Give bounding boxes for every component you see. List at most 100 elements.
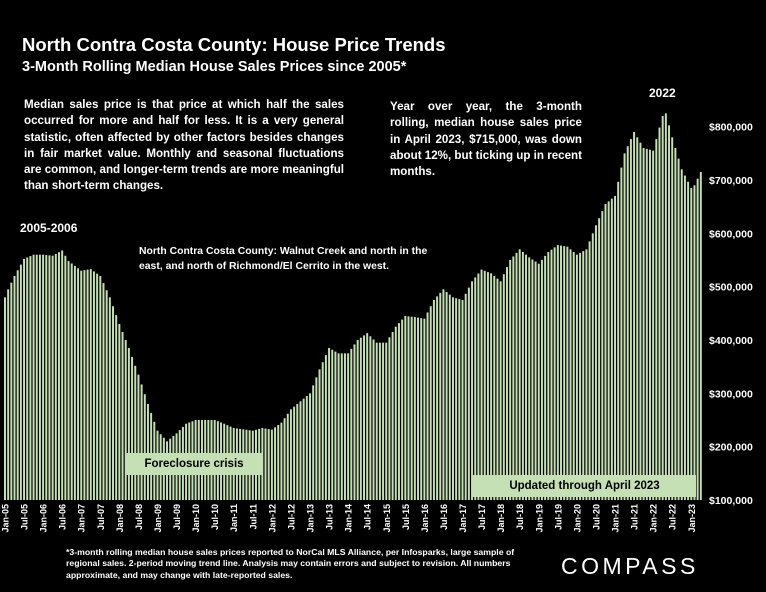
price-bar bbox=[499, 281, 502, 500]
price-bar bbox=[70, 263, 73, 500]
price-bar bbox=[683, 175, 686, 500]
price-bar bbox=[588, 241, 591, 500]
price-bar bbox=[340, 353, 343, 500]
price-bar bbox=[108, 297, 111, 500]
price-bar bbox=[4, 297, 6, 500]
yoy-note: Year over year, the 3-month rolling, med… bbox=[390, 100, 582, 179]
price-bar bbox=[687, 181, 690, 500]
price-bar bbox=[350, 348, 353, 500]
price-bar bbox=[137, 374, 140, 500]
price-bar bbox=[518, 249, 521, 500]
price-bar bbox=[648, 149, 651, 500]
price-bar bbox=[366, 333, 369, 500]
price-bar bbox=[289, 409, 292, 500]
price-bar bbox=[92, 271, 95, 500]
price-bar bbox=[86, 269, 89, 500]
price-bar bbox=[19, 264, 22, 500]
price-bar bbox=[375, 342, 378, 500]
price-bar bbox=[118, 324, 121, 500]
price-bar bbox=[83, 270, 86, 500]
price-bar bbox=[318, 369, 321, 500]
price-bar bbox=[29, 256, 32, 500]
y-tick-label: $200,000 bbox=[709, 442, 753, 454]
price-bar bbox=[296, 404, 299, 500]
price-bar bbox=[363, 335, 365, 500]
region-note: North Contra Costa County: Walnut Creek … bbox=[139, 246, 428, 272]
price-bar bbox=[378, 342, 381, 500]
price-bar bbox=[35, 254, 38, 500]
price-bar bbox=[699, 172, 702, 500]
price-bar bbox=[680, 169, 683, 500]
price-bar bbox=[486, 272, 489, 500]
price-bar bbox=[38, 254, 41, 500]
price-bar bbox=[617, 181, 620, 500]
price-bar bbox=[429, 306, 432, 500]
x-axis: Jan-05 Jul-05 Jan-06 Jul-06 Jan-07 Jul-07 Jan-… bbox=[1, 504, 697, 533]
price-bar bbox=[146, 404, 149, 500]
price-bar bbox=[464, 293, 467, 500]
price-bar bbox=[334, 351, 337, 500]
price-bar bbox=[693, 185, 696, 500]
price-bar bbox=[614, 196, 617, 500]
price-bar bbox=[604, 204, 607, 500]
price-bar bbox=[274, 427, 277, 500]
price-bar bbox=[610, 198, 613, 501]
price-bar bbox=[105, 290, 108, 500]
price-bar bbox=[560, 245, 562, 500]
price-bar bbox=[343, 353, 346, 500]
price-bar bbox=[566, 246, 569, 500]
price-bar bbox=[556, 245, 559, 500]
price-bar bbox=[423, 318, 426, 500]
x-tick-label: Jul-12 bbox=[286, 504, 296, 530]
x-tick-label: Jul-16 bbox=[439, 504, 449, 530]
price-bar bbox=[372, 339, 375, 500]
price-bar bbox=[286, 413, 289, 500]
price-bar bbox=[73, 265, 76, 500]
price-bar bbox=[575, 254, 578, 500]
price-bar bbox=[324, 355, 327, 500]
price-bar bbox=[525, 254, 528, 500]
price-bar bbox=[534, 261, 537, 500]
x-tick-label: Jul-08 bbox=[134, 504, 144, 530]
price-bar bbox=[636, 137, 639, 500]
price-bar bbox=[96, 273, 99, 500]
price-bar bbox=[528, 257, 531, 500]
price-bar bbox=[420, 318, 423, 500]
x-tick-label: Jan-22 bbox=[649, 504, 659, 533]
footnote: *3-month rolling median house sales pric… bbox=[66, 547, 515, 580]
price-bar bbox=[353, 344, 356, 500]
price-bar bbox=[544, 255, 547, 500]
y-tick-label: $800,000 bbox=[709, 122, 753, 134]
price-bar bbox=[382, 342, 385, 500]
price-bar bbox=[140, 384, 143, 500]
x-tick-label: Jan-20 bbox=[572, 504, 582, 533]
price-bar bbox=[315, 377, 318, 500]
price-bar bbox=[677, 158, 680, 501]
price-bar bbox=[483, 270, 486, 500]
price-bar bbox=[426, 312, 429, 500]
x-tick-label: Jan-19 bbox=[534, 504, 544, 533]
price-bar bbox=[277, 424, 280, 500]
x-tick-label: Jul-11 bbox=[248, 504, 258, 530]
price-bar bbox=[280, 422, 283, 500]
price-bar bbox=[652, 150, 655, 501]
price-bar bbox=[502, 274, 505, 500]
price-bar bbox=[102, 283, 105, 500]
price-bar bbox=[10, 282, 13, 500]
y-tick-label: $600,000 bbox=[709, 228, 753, 240]
price-bar bbox=[143, 394, 146, 500]
annotation-2022: 2022 bbox=[649, 86, 676, 100]
price-bar bbox=[521, 252, 524, 500]
price-bar bbox=[23, 258, 26, 500]
price-bar bbox=[674, 148, 677, 500]
price-bar bbox=[553, 247, 556, 500]
x-tick-label: Jul-17 bbox=[477, 504, 487, 530]
y-tick-label: $700,000 bbox=[709, 175, 753, 187]
price-bar bbox=[579, 252, 582, 500]
x-tick-label: Jul-18 bbox=[515, 504, 525, 530]
price-bar bbox=[642, 148, 645, 500]
price-bar bbox=[321, 362, 324, 500]
price-bar bbox=[67, 261, 70, 500]
price-bar bbox=[547, 252, 550, 500]
price-bar bbox=[51, 255, 54, 500]
